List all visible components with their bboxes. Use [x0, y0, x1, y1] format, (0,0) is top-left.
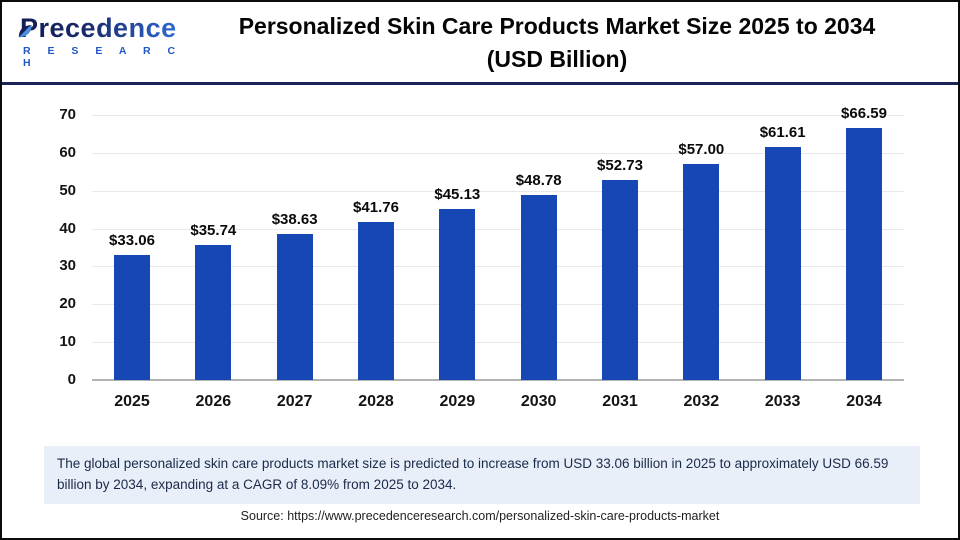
gridline: [92, 152, 904, 154]
gridline: [92, 342, 904, 344]
y-axis-tick-label: 20: [59, 295, 76, 313]
bar-2028: [358, 221, 394, 380]
x-axis-tick-label: 2031: [602, 393, 638, 410]
x-axis-tick-label: 2028: [358, 393, 394, 410]
leaf-icon: [18, 25, 32, 38]
header: Precedence R E S E A R C H Personalized …: [2, 2, 958, 85]
x-axis-tick-label: 2025: [114, 393, 150, 410]
gridline: [92, 304, 904, 306]
x-axis-line: [92, 379, 904, 381]
bar-2025: [114, 254, 150, 380]
brand-name: Precedence: [20, 13, 177, 43]
x-axis-tick-label: 2029: [439, 393, 476, 410]
bar-value-label: $61.61: [759, 123, 806, 141]
y-axis-tick-label: 0: [67, 371, 76, 388]
y-axis-tick-label: 10: [59, 333, 76, 351]
bar-value-label: $48.78: [515, 172, 562, 190]
source-line: Source: https://www.precedenceresearch.c…: [240, 509, 720, 523]
bar-value-label: $66.59: [841, 104, 887, 122]
bar-2033: [764, 146, 801, 380]
bar-value-label: $52.73: [597, 157, 643, 175]
x-axis-tick-label: 2034: [846, 393, 882, 410]
y-axis-tick-label: 70: [59, 106, 76, 123]
bar-value-label: $45.13: [434, 186, 481, 204]
bar-2032: [683, 164, 720, 380]
bar-2034: [846, 127, 882, 380]
bar-chart: $33.06 $35.74 $38.63 $41.76 $45.13 $48.78 $52.…: [2, 87, 958, 432]
y-axis-tick-label: 50: [59, 181, 76, 199]
bar-value-label: $33.06: [109, 231, 155, 249]
x-axis-tick-label: 2027: [276, 393, 313, 410]
brand-subname: R E S E A R C H: [23, 45, 183, 69]
gridline: [92, 228, 904, 230]
gridline: [92, 190, 904, 192]
chart-title-line2: (USD Billion): [486, 46, 628, 72]
gridline: [92, 115, 904, 116]
y-axis-tick-label: 40: [59, 219, 76, 237]
gridline: [92, 266, 904, 268]
brand-logo: Precedence R E S E A R C H: [2, 15, 202, 69]
bar-value-label: $57.00: [678, 141, 725, 159]
x-axis-tick-label: 2030: [520, 393, 557, 410]
chart-title-line1: Personalized Skin Care Products Market S…: [238, 12, 876, 39]
x-axis-tick-label: 2033: [764, 393, 801, 410]
plot-area: $33.06 $35.74 $38.63 $41.76 $45.13 $48.78 $52.…: [92, 105, 904, 381]
chart-title: Personalized Skin Care Products Market S…: [202, 8, 912, 77]
bar-2030: [520, 195, 557, 380]
summary-note: The global personalized skin care produc…: [44, 446, 920, 504]
bar-2027: [276, 233, 313, 380]
bar-2029: [439, 209, 476, 380]
bar-2031: [602, 180, 638, 380]
bar-2026: [195, 244, 232, 380]
bar-value-label: $41.76: [353, 198, 399, 216]
bar-value-label: $35.74: [190, 221, 237, 239]
y-axis-tick-label: 30: [59, 257, 76, 275]
y-axis-tick-label: 60: [59, 143, 76, 161]
x-axis-tick-label: 2032: [683, 393, 720, 410]
bar-value-label: $38.63: [271, 210, 318, 228]
x-axis-tick-label: 2026: [195, 393, 232, 410]
